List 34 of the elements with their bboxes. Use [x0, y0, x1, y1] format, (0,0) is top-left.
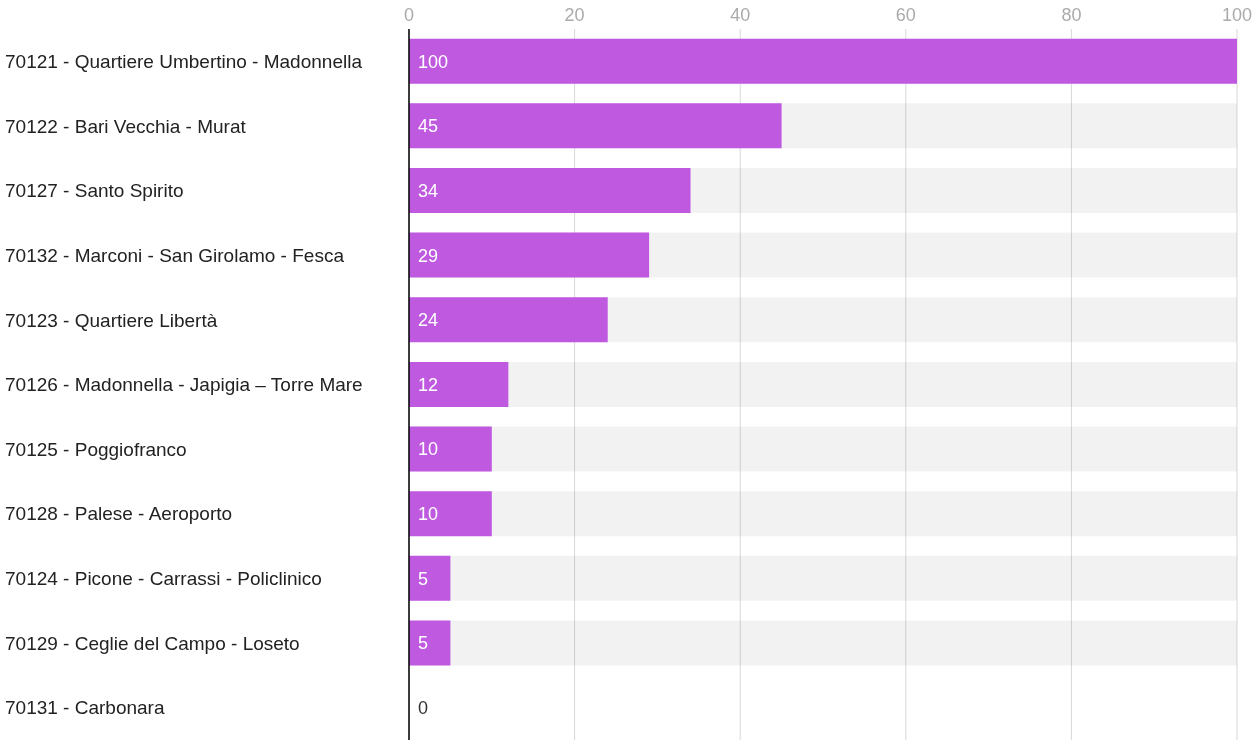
data-label: 5: [418, 568, 429, 589]
data-label: 12: [418, 374, 439, 395]
y-tick-label: 70132 - Marconi - San Girolamo - Fesca: [5, 244, 345, 266]
y-tick-label: 70124 - Picone - Carrassi - Policlinico: [5, 568, 322, 590]
data-label: 29: [418, 245, 439, 266]
data-label: 5: [418, 633, 429, 654]
x-tick-label: 0: [403, 5, 415, 25]
data-label: 10: [418, 504, 439, 525]
data-label: 34: [418, 180, 439, 201]
y-tick-label: 70126 - Madonnella - Japigia – Torre Mare: [5, 374, 363, 396]
data-label: 100: [418, 51, 449, 72]
bar: [409, 555, 451, 601]
data-label: 24: [418, 310, 439, 331]
x-tick-label: 20: [564, 5, 585, 25]
y-tick-label: 70122 - Bari Vecchia - Murat: [5, 115, 247, 137]
y-tick-label: 70125 - Poggiofranco: [5, 438, 187, 460]
y-tick-label: 70123 - Quartiere Libertà: [5, 309, 218, 331]
bar: [409, 620, 451, 666]
data-label: 0: [418, 697, 429, 718]
x-tick-label: 100: [1221, 5, 1253, 25]
x-tick-label: 80: [1061, 5, 1082, 25]
data-label: 10: [418, 439, 439, 460]
x-tick-label: 60: [895, 5, 916, 25]
data-label: 45: [418, 116, 439, 137]
bar: [409, 361, 509, 407]
y-tick-label: 70127 - Santo Spirito: [5, 180, 184, 202]
bar: [409, 297, 608, 343]
y-tick-label: 70131 - Carbonara: [5, 697, 165, 719]
x-tick-label: 40: [730, 5, 751, 25]
bar: [409, 426, 492, 472]
y-tick-label: 70128 - Palese - Aeroporto: [5, 503, 233, 525]
y-tick-label: 70121 - Quartiere Umbertino - Madonnella: [5, 50, 363, 72]
bar: [409, 491, 492, 537]
y-tick-label: 70129 - Ceglie del Campo - Loseto: [5, 632, 300, 654]
